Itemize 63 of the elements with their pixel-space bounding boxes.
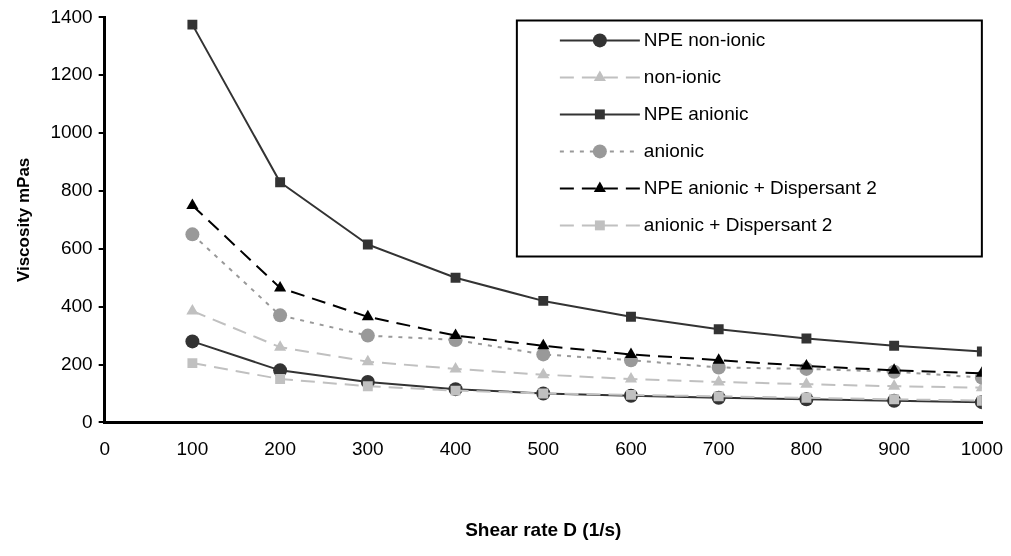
point bbox=[275, 374, 286, 384]
point bbox=[360, 328, 375, 343]
point bbox=[537, 338, 550, 350]
legend-label: NPE anionic + Dispersant 2 bbox=[643, 176, 877, 198]
x-tick-label: 0 bbox=[99, 438, 110, 460]
point bbox=[538, 295, 549, 306]
point bbox=[889, 340, 900, 351]
x-tick-label: 700 bbox=[702, 438, 735, 460]
y-tick-label: 0 bbox=[82, 410, 93, 432]
point bbox=[273, 308, 288, 323]
point bbox=[362, 381, 373, 392]
point bbox=[449, 328, 462, 340]
y-tick-label: 1400 bbox=[50, 5, 93, 27]
point bbox=[624, 347, 638, 358]
point bbox=[537, 367, 550, 379]
x-tick-label: 200 bbox=[264, 438, 296, 460]
y-tick-label: 800 bbox=[60, 179, 93, 201]
point bbox=[450, 272, 461, 283]
y-tick-label: 1200 bbox=[50, 63, 93, 85]
point bbox=[361, 354, 374, 366]
point bbox=[187, 19, 198, 30]
point bbox=[274, 340, 287, 351]
x-tick-label: 400 bbox=[439, 438, 472, 460]
point bbox=[713, 324, 724, 335]
x-tick-label: 500 bbox=[527, 438, 560, 460]
x-axis-title: Shear rate D (1/s) bbox=[465, 518, 622, 540]
point bbox=[624, 372, 638, 383]
point bbox=[800, 358, 813, 370]
point bbox=[712, 353, 725, 364]
point bbox=[449, 361, 462, 373]
point bbox=[712, 374, 725, 386]
point bbox=[361, 309, 374, 321]
x-tick-label: 900 bbox=[878, 438, 910, 460]
point bbox=[888, 379, 901, 390]
point bbox=[274, 280, 287, 292]
point bbox=[186, 198, 199, 209]
point bbox=[800, 377, 813, 388]
point bbox=[362, 239, 373, 250]
point bbox=[801, 392, 812, 403]
point bbox=[888, 363, 901, 374]
x-tick-label: 100 bbox=[176, 438, 209, 460]
point bbox=[801, 333, 812, 344]
x-tick-label: 600 bbox=[615, 438, 647, 460]
y-tick-label: 1000 bbox=[50, 121, 93, 143]
y-axis-title: Viscosity mPas bbox=[13, 157, 33, 283]
y-tick-label: 400 bbox=[60, 294, 93, 316]
point bbox=[275, 177, 286, 188]
legend-label: anionic bbox=[643, 139, 705, 161]
legend-label: non-ionic bbox=[643, 65, 721, 87]
point bbox=[536, 347, 551, 362]
point bbox=[187, 358, 198, 369]
point bbox=[185, 227, 200, 242]
point bbox=[185, 334, 200, 349]
x-tick-label: 1000 bbox=[960, 438, 1004, 460]
point bbox=[186, 304, 199, 315]
x-tick-label: 300 bbox=[351, 438, 384, 460]
legend-label: NPE non-ionic bbox=[643, 28, 766, 50]
point bbox=[626, 311, 636, 322]
y-tick-label: 200 bbox=[60, 352, 93, 374]
legend-label: anionic + Dispersant 2 bbox=[643, 213, 833, 235]
y-tick-label: 600 bbox=[60, 237, 93, 259]
x-tick-label: 800 bbox=[790, 438, 823, 460]
legend-label: NPE anionic bbox=[643, 102, 749, 124]
